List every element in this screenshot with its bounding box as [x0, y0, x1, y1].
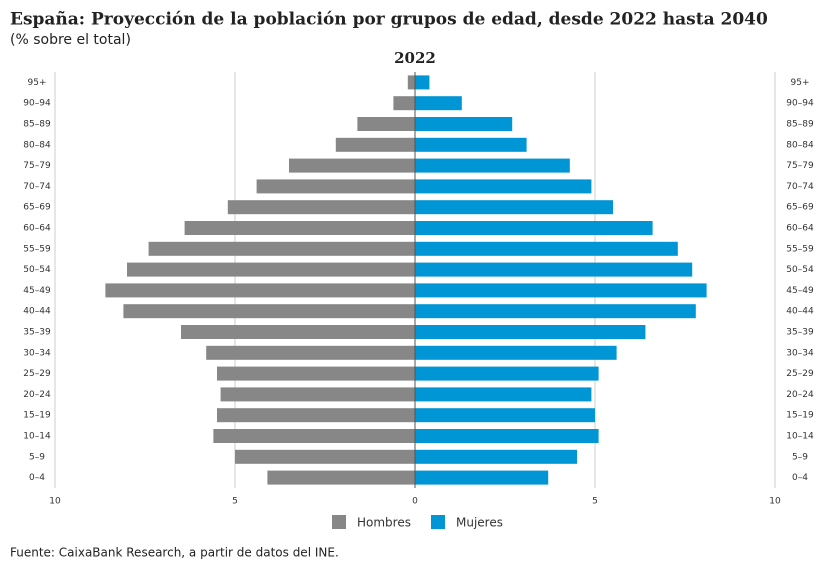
- y-tick-label: 85–89: [23, 120, 51, 130]
- y-tick-label-right: 25–29: [786, 369, 814, 379]
- y-tick-label-right: 45–49: [786, 286, 814, 296]
- bar: [217, 366, 415, 381]
- bar: [206, 345, 415, 360]
- y-tick-label: 30–34: [23, 348, 51, 358]
- y-tick-label-right: 65–69: [786, 203, 814, 213]
- legend-label: Mujeres: [456, 516, 503, 530]
- bar: [415, 262, 693, 277]
- bar: [415, 221, 653, 235]
- bar: [415, 345, 617, 360]
- bar: [289, 158, 415, 173]
- bar: [415, 304, 696, 319]
- y-tick-label-right: 85–89: [786, 120, 814, 130]
- legend-swatch: [332, 515, 346, 529]
- bar: [415, 137, 527, 152]
- chart-title: España: Proyección de la población por g…: [10, 10, 768, 30]
- y-tick-label: 60–64: [23, 224, 51, 234]
- bar: [127, 262, 415, 277]
- y-tick-label-right: 30–34: [786, 348, 814, 358]
- bar: [184, 221, 415, 235]
- x-tick-label: 5: [592, 497, 598, 507]
- bar: [415, 117, 513, 131]
- bar: [415, 158, 570, 173]
- x-tick-label: 5: [232, 497, 238, 507]
- bar: [335, 137, 415, 152]
- bar: [393, 96, 415, 111]
- bar: [407, 75, 415, 90]
- y-tick-label: 40–44: [23, 307, 51, 317]
- y-tick-label: 35–39: [23, 328, 51, 338]
- bar: [415, 325, 646, 339]
- y-tick-label-right: 60–64: [786, 224, 814, 234]
- bar: [227, 200, 415, 215]
- y-tick-label: 50–54: [23, 265, 51, 275]
- y-tick-label: 90–94: [23, 99, 51, 109]
- bar: [415, 366, 599, 381]
- chart-subtitle: (% sobre el total): [10, 32, 131, 48]
- x-tick-label: 10: [769, 497, 781, 507]
- y-tick-label-right: 40–44: [786, 307, 814, 317]
- y-tick-label-right: 70–74: [786, 182, 814, 192]
- y-tick-label: 45–49: [23, 286, 51, 296]
- bar: [415, 96, 462, 111]
- y-tick-label: 10–14: [23, 432, 51, 442]
- panel-title: 2022: [394, 49, 436, 67]
- bar: [217, 408, 415, 423]
- bar: [357, 117, 415, 131]
- source: Fuente: CaixaBank Research, a partir de …: [10, 546, 339, 560]
- y-tick-label-right: 50–54: [786, 265, 814, 275]
- y-tick-label-right: 95+: [791, 78, 810, 88]
- bar: [415, 283, 707, 298]
- legend-swatch: [430, 515, 445, 529]
- y-tick-label: 20–24: [23, 390, 51, 400]
- y-tick-label: 25–29: [23, 369, 51, 379]
- bar: [415, 429, 599, 443]
- bar: [123, 304, 416, 319]
- bar: [181, 325, 415, 339]
- y-tick-label: 70–74: [23, 182, 51, 192]
- legend-label: Hombres: [357, 516, 411, 530]
- x-tick-label: 10: [49, 497, 61, 507]
- y-tick-label: 55–59: [23, 244, 51, 254]
- x-tick-label: 0: [412, 497, 418, 507]
- y-tick-label: 5–9: [29, 452, 45, 462]
- bar: [267, 470, 415, 485]
- bar: [415, 387, 592, 402]
- y-tick-label: 95+: [28, 78, 47, 88]
- y-tick-label-right: 90–94: [786, 99, 814, 109]
- bar: [256, 179, 415, 194]
- y-tick-label: 0–4: [29, 473, 45, 483]
- y-tick-label-right: 15–19: [786, 411, 814, 421]
- bar: [415, 241, 678, 256]
- bar: [105, 283, 416, 298]
- y-tick-label: 75–79: [23, 161, 51, 171]
- y-tick-label-right: 75–79: [786, 161, 814, 171]
- bar: [220, 387, 415, 402]
- bar: [415, 470, 549, 485]
- y-tick-label-right: 5–9: [792, 452, 808, 462]
- bar: [148, 241, 415, 256]
- bar: [415, 200, 613, 215]
- y-tick-label-right: 10–14: [786, 432, 814, 442]
- y-tick-label-right: 0–4: [792, 473, 808, 483]
- bar: [415, 408, 595, 423]
- bar: [415, 75, 430, 90]
- y-tick-label-right: 80–84: [786, 140, 814, 150]
- y-tick-label-right: 55–59: [786, 244, 814, 254]
- y-tick-label: 80–84: [23, 140, 51, 150]
- y-tick-label-right: 20–24: [786, 390, 814, 400]
- y-tick-label: 65–69: [23, 203, 51, 213]
- bar: [415, 449, 577, 464]
- bar: [213, 429, 415, 443]
- y-tick-label-right: 35–39: [786, 328, 814, 338]
- bar: [235, 449, 415, 464]
- y-tick-label: 15–19: [23, 411, 51, 421]
- bar: [415, 179, 592, 194]
